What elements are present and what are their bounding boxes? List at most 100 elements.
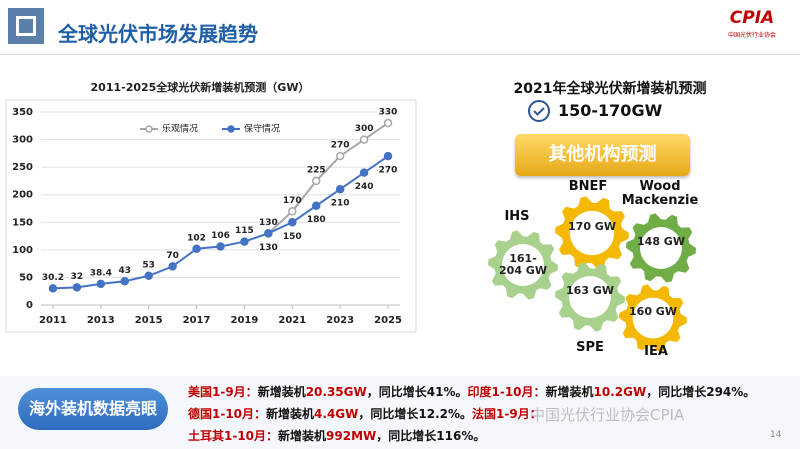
y-tick-label: 350 <box>12 107 33 118</box>
data-point <box>72 283 82 292</box>
data-label: 115 <box>235 226 254 236</box>
institution-name: SPE <box>576 340 604 355</box>
legend-marker <box>145 125 153 133</box>
gear-hub <box>640 227 682 269</box>
header-rule <box>0 54 800 55</box>
y-tick-label: 300 <box>12 135 33 146</box>
data-point <box>264 229 273 238</box>
overseas-text: 新增装机 <box>266 407 315 421</box>
gear-hub <box>569 210 615 256</box>
gears <box>488 196 696 352</box>
institution-name: BNEF <box>568 179 608 194</box>
data-label: 130 <box>259 218 278 228</box>
overseas-text: ，同比增长294%。 <box>646 385 756 399</box>
data-label: 53 <box>142 260 155 270</box>
data-point <box>288 207 297 216</box>
y-tick-label: 100 <box>12 245 33 256</box>
overseas-line: 德国1-10月：新增装机4.4GW，同比增长12.2%。法国1-9月： <box>188 405 542 422</box>
overseas-text: 20.35GW <box>305 385 367 399</box>
data-label: 70 <box>166 251 179 261</box>
data-label: 150 <box>283 232 302 242</box>
data-label: 225 <box>307 165 326 175</box>
institution-value: 170 GW <box>568 220 616 233</box>
data-label: 130 <box>259 243 278 253</box>
x-tick-label: 2025 <box>374 315 402 326</box>
data-label: 30.2 <box>42 273 64 283</box>
overseas-title: 海外装机数据亮眼 <box>18 388 168 430</box>
overseas-text: 新增装机 <box>257 385 306 399</box>
y-tick-label: 200 <box>12 190 33 201</box>
institution-value: 163 GW <box>566 284 614 297</box>
y-tick-label: 150 <box>12 217 33 228</box>
chart-title: 2011-2025全球光伏新增装机预测（GW） <box>91 80 310 94</box>
data-point <box>383 118 393 128</box>
overseas-line: 美国1-9月：新增装机20.35GW，同比增长41%。印度1-10月：新增装机1… <box>188 383 755 400</box>
slide-title: 全球光伏市场发展趋势 <box>58 22 258 46</box>
header-icon <box>8 8 44 44</box>
forecast-title: 2021年全球光伏新增装机预测 <box>513 81 707 97</box>
check-icon <box>528 100 550 122</box>
overseas-text: ，同比增长41%。 <box>366 385 468 399</box>
gear-hub <box>632 297 674 339</box>
x-tick-label: 2015 <box>135 315 163 326</box>
institution-value: 161-204 GW <box>499 252 547 277</box>
overseas-text: 992MW <box>326 429 377 443</box>
overseas-line: 土耳其1-10月：新增装机992MW，同比增长116%。 <box>188 427 485 444</box>
forecast-button[interactable]: 其他机构预测 <box>515 134 690 176</box>
data-point <box>383 151 393 161</box>
data-label: 210 <box>331 199 350 209</box>
data-label: 38.4 <box>90 268 112 278</box>
data-point <box>96 279 106 289</box>
x-tick-label: 2019 <box>231 315 259 326</box>
overseas-text: 新增装机 <box>278 429 327 443</box>
data-point <box>216 242 225 251</box>
data-label: 180 <box>307 215 326 225</box>
data-label: 300 <box>355 124 374 134</box>
overseas-text: 德国1-10月： <box>188 407 267 421</box>
data-point <box>335 184 345 194</box>
data-point <box>359 168 369 177</box>
overseas-text: 法国1-9月： <box>472 407 542 421</box>
data-label: 240 <box>355 182 374 192</box>
legend-label: 保守情况 <box>244 123 280 135</box>
data-label: 32 <box>71 272 84 282</box>
data-label: 170 <box>283 196 302 206</box>
x-tick-label: 2013 <box>87 315 115 326</box>
institution-name: IHS <box>504 209 530 224</box>
data-point <box>192 244 201 254</box>
logo-subtitle: 中国光伏行业协会 <box>727 32 776 39</box>
gear-hub <box>502 244 544 286</box>
overseas-text: 新增装机 <box>545 385 594 399</box>
y-tick-label: 250 <box>12 162 33 173</box>
data-label: 270 <box>379 166 398 176</box>
overseas-text: 美国1-9月： <box>188 385 258 399</box>
data-point <box>168 262 177 271</box>
data-label: 106 <box>211 231 230 241</box>
legend-label: 乐观情况 <box>162 123 198 135</box>
data-point <box>288 218 297 227</box>
gear-hub <box>569 276 611 318</box>
overseas-text: 印度1-10月： <box>467 385 546 399</box>
data-point <box>311 201 321 210</box>
overseas-text: 4.4GW <box>314 407 359 421</box>
x-tick-label: 2011 <box>39 315 67 326</box>
data-point <box>335 151 345 161</box>
data-point <box>48 284 58 293</box>
overseas-text: ，同比增长116%。 <box>376 429 486 443</box>
data-point <box>359 135 369 144</box>
data-label: 330 <box>379 108 398 118</box>
x-tick-label: 2021 <box>278 315 306 326</box>
data-point <box>311 176 321 186</box>
x-tick-label: 2017 <box>183 315 211 326</box>
overseas-text: 10.2GW <box>593 385 647 399</box>
chart: 2011-2025全球光伏新增装机预测（GW） 0 50 100 150 200 250 3… <box>5 80 417 333</box>
data-label: 43 <box>119 266 132 276</box>
logo-text: CPIA <box>729 8 775 28</box>
y-tick-label: 50 <box>19 272 33 283</box>
institution-name: IEA <box>644 344 668 359</box>
data-label: 270 <box>331 141 350 151</box>
overseas-text: ，同比增长12.2%。 <box>358 407 473 421</box>
data-point <box>144 271 153 281</box>
institution-value: 160 GW <box>629 305 677 318</box>
